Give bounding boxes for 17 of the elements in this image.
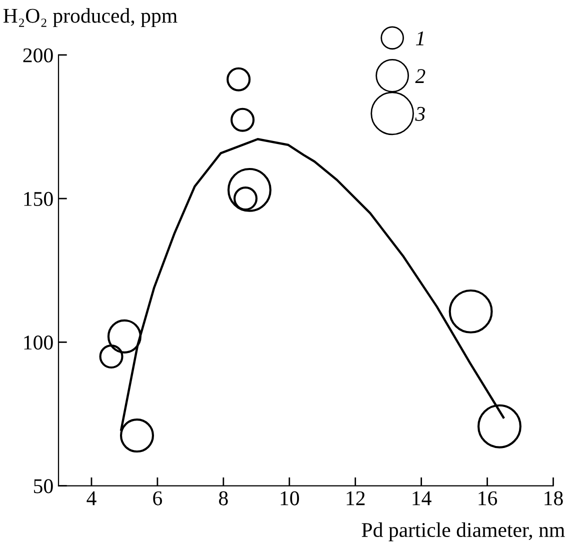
x-tick-label: 12 [346,491,365,506]
y-tick-label: 100 [24,336,53,350]
x-tick-label: 14 [412,491,432,506]
legend-label: 2 [415,69,426,83]
y-axis-title: H₂O₂ produced, ppm [3,8,178,28]
x-axis-title: Pd particle diameter, nm [362,522,565,542]
y-tick-label: 200 [23,48,53,62]
y-tick-label: 50 [34,479,53,494]
y-tick-label: 150 [24,192,53,206]
x-tick-label: 4 [86,491,96,506]
x-tick-label: 6 [153,491,162,506]
legend-label: 1 [416,31,424,46]
x-tick-label: 8 [219,491,228,506]
x-tick-label: 18 [544,491,563,506]
x-tick-label: 16 [478,491,498,506]
x-tick-label: 10 [280,491,299,506]
legend-label: 3 [415,106,425,121]
